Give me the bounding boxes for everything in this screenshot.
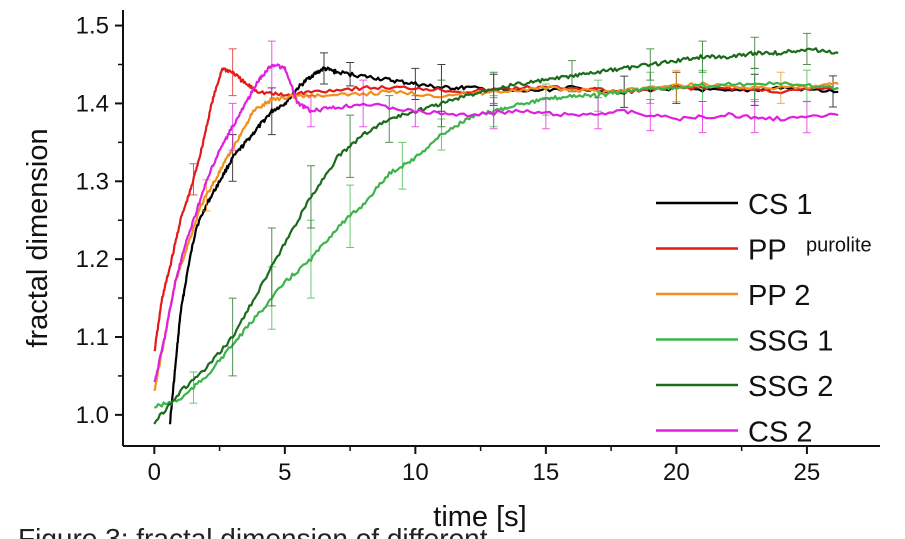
series-ssg-1: [154, 67, 839, 409]
error-bar: [776, 71, 785, 104]
series-pp: [153, 48, 839, 352]
error-bar: [594, 97, 603, 130]
series-line: [153, 67, 839, 352]
x-tick-label: 20: [663, 459, 690, 486]
legend-item: SSG 2: [656, 371, 833, 403]
y-tick-label: 1.4: [76, 90, 109, 117]
y-axis-title: fractal dimension: [22, 128, 54, 347]
series-line: [153, 81, 839, 392]
legend: CS 1 PP purolite PP 2 SSG 1 SSG 2 CS 2: [656, 189, 872, 449]
legend-item: SSG 1: [656, 326, 833, 358]
figure-caption: Figure 3: fractal dimension of different…: [18, 523, 511, 539]
legend-label: SSG 2: [748, 371, 833, 403]
legend-label: CS 1: [748, 189, 812, 221]
legend-label: PP 2: [748, 280, 810, 312]
series-line: [153, 63, 839, 383]
legend-subscript: purolite: [806, 235, 872, 257]
x-tick-label: 15: [533, 459, 560, 486]
legend-label: SSG 1: [748, 326, 833, 358]
legend-item: PP 2: [656, 280, 810, 312]
error-bar: [489, 97, 498, 130]
series-pp-2: [153, 69, 839, 392]
series-line: [153, 47, 839, 425]
y-tick-label: 1.0: [76, 402, 109, 429]
y-tick-label: 1.2: [76, 246, 109, 273]
series-ssg-2: [153, 32, 839, 425]
y-tick-label: 1.5: [76, 13, 109, 40]
series-cs-2: [153, 40, 839, 383]
x-tick-label: 25: [794, 459, 821, 486]
legend-item: CS 1: [656, 189, 812, 221]
x-tick-label: 10: [402, 459, 429, 486]
tick-layer: 0 5 10 15 20 25 1.0 1.1 1.2 1.3 1.4 1.5: [76, 13, 821, 486]
x-tick-label: 0: [148, 459, 161, 486]
y-tick-label: 1.3: [76, 168, 109, 195]
series-layer: [153, 32, 839, 425]
legend-item: CS 2: [656, 417, 812, 449]
x-tick-label: 5: [278, 459, 291, 486]
series-line: [168, 66, 839, 425]
y-tick-label: 1.1: [76, 324, 109, 351]
legend-item: PP purolite: [656, 235, 872, 267]
error-bar: [672, 69, 681, 102]
x-axis-title: time [s]: [433, 501, 526, 533]
axes-layer: [122, 10, 880, 447]
legend-label: PP: [748, 235, 787, 267]
legend-label: CS 2: [748, 417, 812, 449]
series-line: [154, 81, 839, 409]
